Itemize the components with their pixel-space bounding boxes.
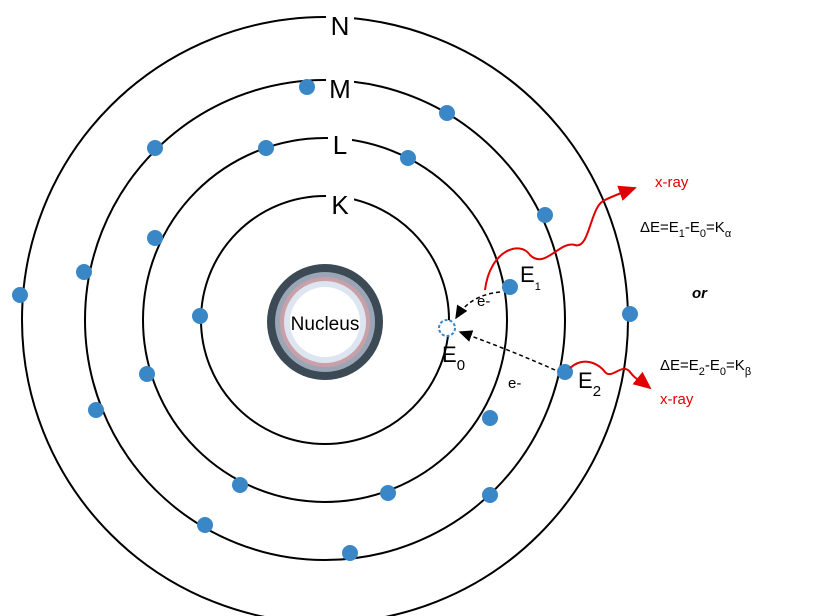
electron-label: e- (477, 293, 490, 310)
electron (139, 366, 155, 382)
shell-l (142, 137, 508, 503)
shell-labels: N M L K (326, 8, 354, 220)
electron (147, 140, 163, 156)
eq-sub: 2 (699, 366, 705, 378)
electrons (12, 79, 638, 561)
level-base: E (442, 342, 457, 367)
shell-label: L (333, 130, 347, 160)
level-label: E2 (578, 368, 601, 400)
label-bg (326, 72, 354, 102)
equation: ΔE=E2-E0=Kβ (660, 357, 751, 378)
level-label: E1 (520, 262, 541, 293)
eq-sub: 0 (720, 366, 726, 378)
electron (299, 79, 315, 95)
nucleus-label: Nucleus (291, 314, 360, 335)
x-ray-label: x-ray (655, 174, 689, 191)
shell-m (84, 79, 566, 561)
eq-part: -E (705, 357, 720, 374)
labels: e- e- E1 E0 E2 x-ray x-ray ΔE=E1-E0=Kα o… (442, 174, 751, 408)
eq-part: ΔE=E (640, 219, 679, 236)
eq-part: =K (726, 357, 745, 374)
shell-label: N (331, 11, 350, 41)
nucleus-core (290, 287, 360, 357)
vacancy (438, 319, 456, 337)
electron (400, 150, 416, 166)
electron (380, 485, 396, 501)
x-ray-label: x-ray (660, 391, 694, 408)
electron (147, 230, 163, 246)
level-sub: 0 (457, 357, 465, 374)
electron (12, 287, 28, 303)
level-sub: 2 (593, 383, 601, 400)
electron (537, 207, 553, 223)
electron (439, 105, 455, 121)
electron (88, 402, 104, 418)
eq-part: -E (685, 219, 700, 236)
label-bg (328, 128, 352, 158)
electron (192, 308, 208, 324)
electron (482, 410, 498, 426)
electron (502, 279, 518, 295)
x-ray-wave (569, 360, 652, 390)
electron-label: e- (508, 375, 521, 392)
shell-label: M (329, 74, 351, 104)
level-label: E0 (442, 342, 465, 374)
electron (232, 477, 248, 493)
shell-label: K (331, 190, 349, 220)
electron (557, 364, 573, 380)
electron (76, 264, 92, 280)
eq-sub: 0 (700, 228, 706, 240)
eq-sub: 1 (679, 228, 685, 240)
transitions (455, 185, 652, 390)
separator: or (692, 285, 708, 302)
level-base: E (520, 262, 535, 287)
electron (258, 140, 274, 156)
eq-part: ΔE=E (660, 357, 699, 374)
electron (197, 517, 213, 533)
electron (342, 545, 358, 561)
level-base: E (578, 368, 593, 393)
eq-sub: β (745, 366, 751, 378)
electron-jump (458, 330, 556, 371)
level-sub: 1 (535, 281, 541, 293)
electron (622, 306, 638, 322)
eq-sub: α (725, 228, 732, 240)
electron (482, 487, 498, 503)
label-bg (326, 188, 354, 218)
equation: ΔE=E1-E0=Kα (640, 219, 732, 240)
eq-part: =K (706, 219, 725, 236)
label-bg (326, 8, 354, 40)
x-ray-wave (484, 185, 637, 291)
nucleus: Nucleus (267, 264, 383, 380)
